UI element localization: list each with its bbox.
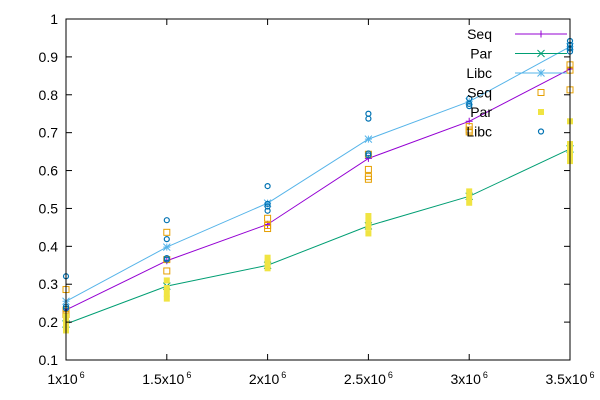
seq-line-point [264,220,272,228]
seq-points-point [264,214,272,222]
par-points-point [365,213,372,220]
y-tick-label: 0.5 [39,200,59,216]
par-points-point [163,285,170,292]
plot-border [65,18,571,361]
legend-marker-seq-line [537,30,545,38]
legend-marker-libc-line [537,69,545,77]
libc-points-point [163,236,170,243]
x-tick-exponent: 6 [388,370,393,380]
y-tick-label: 0.4 [39,238,59,254]
x-tick-base: 1.5x10 [142,371,184,387]
y-tick-label: 0.7 [39,125,59,141]
series-lines [65,46,571,325]
x-tick-label: 1x10 6 [47,370,84,387]
legend-label-seq-points: Seq [467,85,492,101]
y-tick-label: 0.6 [39,163,59,179]
par-line-series [65,148,571,325]
seq-points-point [264,225,272,233]
par-points-point [163,295,170,302]
par-points-point [365,230,372,237]
libc-points-point [264,182,271,190]
y-tick-label: 0.2 [39,314,59,330]
libc-line-point [263,199,272,207]
par-points-point [264,265,271,272]
libc-points-point [264,200,271,207]
libc-line-point [162,243,171,251]
x-tick-base: 1x10 [47,371,78,387]
y-tick-label: 0.9 [39,49,59,65]
x-tick-base: 3.5x10 [545,371,587,387]
x-tick-label: 3x10 6 [451,370,488,387]
legend-marker-libc-points [537,128,545,135]
par-points-point [365,224,372,231]
libc-points-point [365,115,372,122]
y-tick-label: 1 [50,11,58,27]
x-tick-exponent: 6 [186,370,191,380]
x-tick-label: 3.5x10 6 [545,370,594,387]
axis-ticks [65,18,571,361]
x-tick-base: 2x10 [249,371,280,387]
libc-points-point [163,217,170,224]
libc-points-point [365,152,372,159]
libc-points-point [264,207,271,214]
series-markers [62,37,574,334]
x-tick-exponent: 6 [483,370,488,380]
x-tick-exponent: 6 [80,370,85,380]
x-tick-base: 3x10 [451,371,482,387]
seq-points-point [465,128,473,136]
legend-label-par-line: Par [470,46,492,62]
legend-label-seq-line: Seq [467,26,492,42]
libc-points-point [466,103,473,110]
legend-label-libc-line: Libc [466,65,492,81]
legend: Seq Par Libc Seq Par Libc [466,26,567,140]
libc-points-point [365,110,372,117]
libc-line-point [364,135,373,143]
x-tick-label: 2x10 6 [249,370,286,387]
legend-marker-par-points [538,109,544,115]
x-tick-label: 2.5x10 6 [344,370,393,387]
seq-line-series [65,68,571,311]
y-tick-label: 0.3 [39,276,59,292]
legend-label-libc-points: Libc [466,124,492,140]
libc-points-point [264,203,271,210]
par-points-point [264,258,271,265]
legend-marker-par-line [537,49,545,58]
x-tick-exponent: 6 [281,370,286,380]
seq-points-point [163,267,171,275]
libc-points-point [163,256,170,263]
seq-points-point [163,228,171,236]
y-tick-label: 0.1 [39,352,59,368]
libc-points-point [365,150,372,157]
par-points-point [163,290,170,297]
par-points-point [466,199,473,206]
libc-line-series [65,46,571,302]
y-tick-label: 0.8 [39,87,59,103]
x-tick-exponent: 6 [590,370,595,380]
par-points-point [466,194,473,201]
libc-points-point [466,100,473,107]
seq-points-point [364,175,372,183]
legend-label-par-points: Par [470,104,492,120]
seq-points-point [364,165,372,173]
par-points-point [466,188,473,195]
par-points-point [264,254,271,261]
x-tick-label: 1.5x10 6 [142,370,191,387]
par-points-point [163,277,170,284]
x-tick-base: 2.5x10 [344,371,386,387]
legend-marker-seq-points [537,89,545,96]
par-points-point [365,218,372,225]
par-points-point [264,262,271,269]
